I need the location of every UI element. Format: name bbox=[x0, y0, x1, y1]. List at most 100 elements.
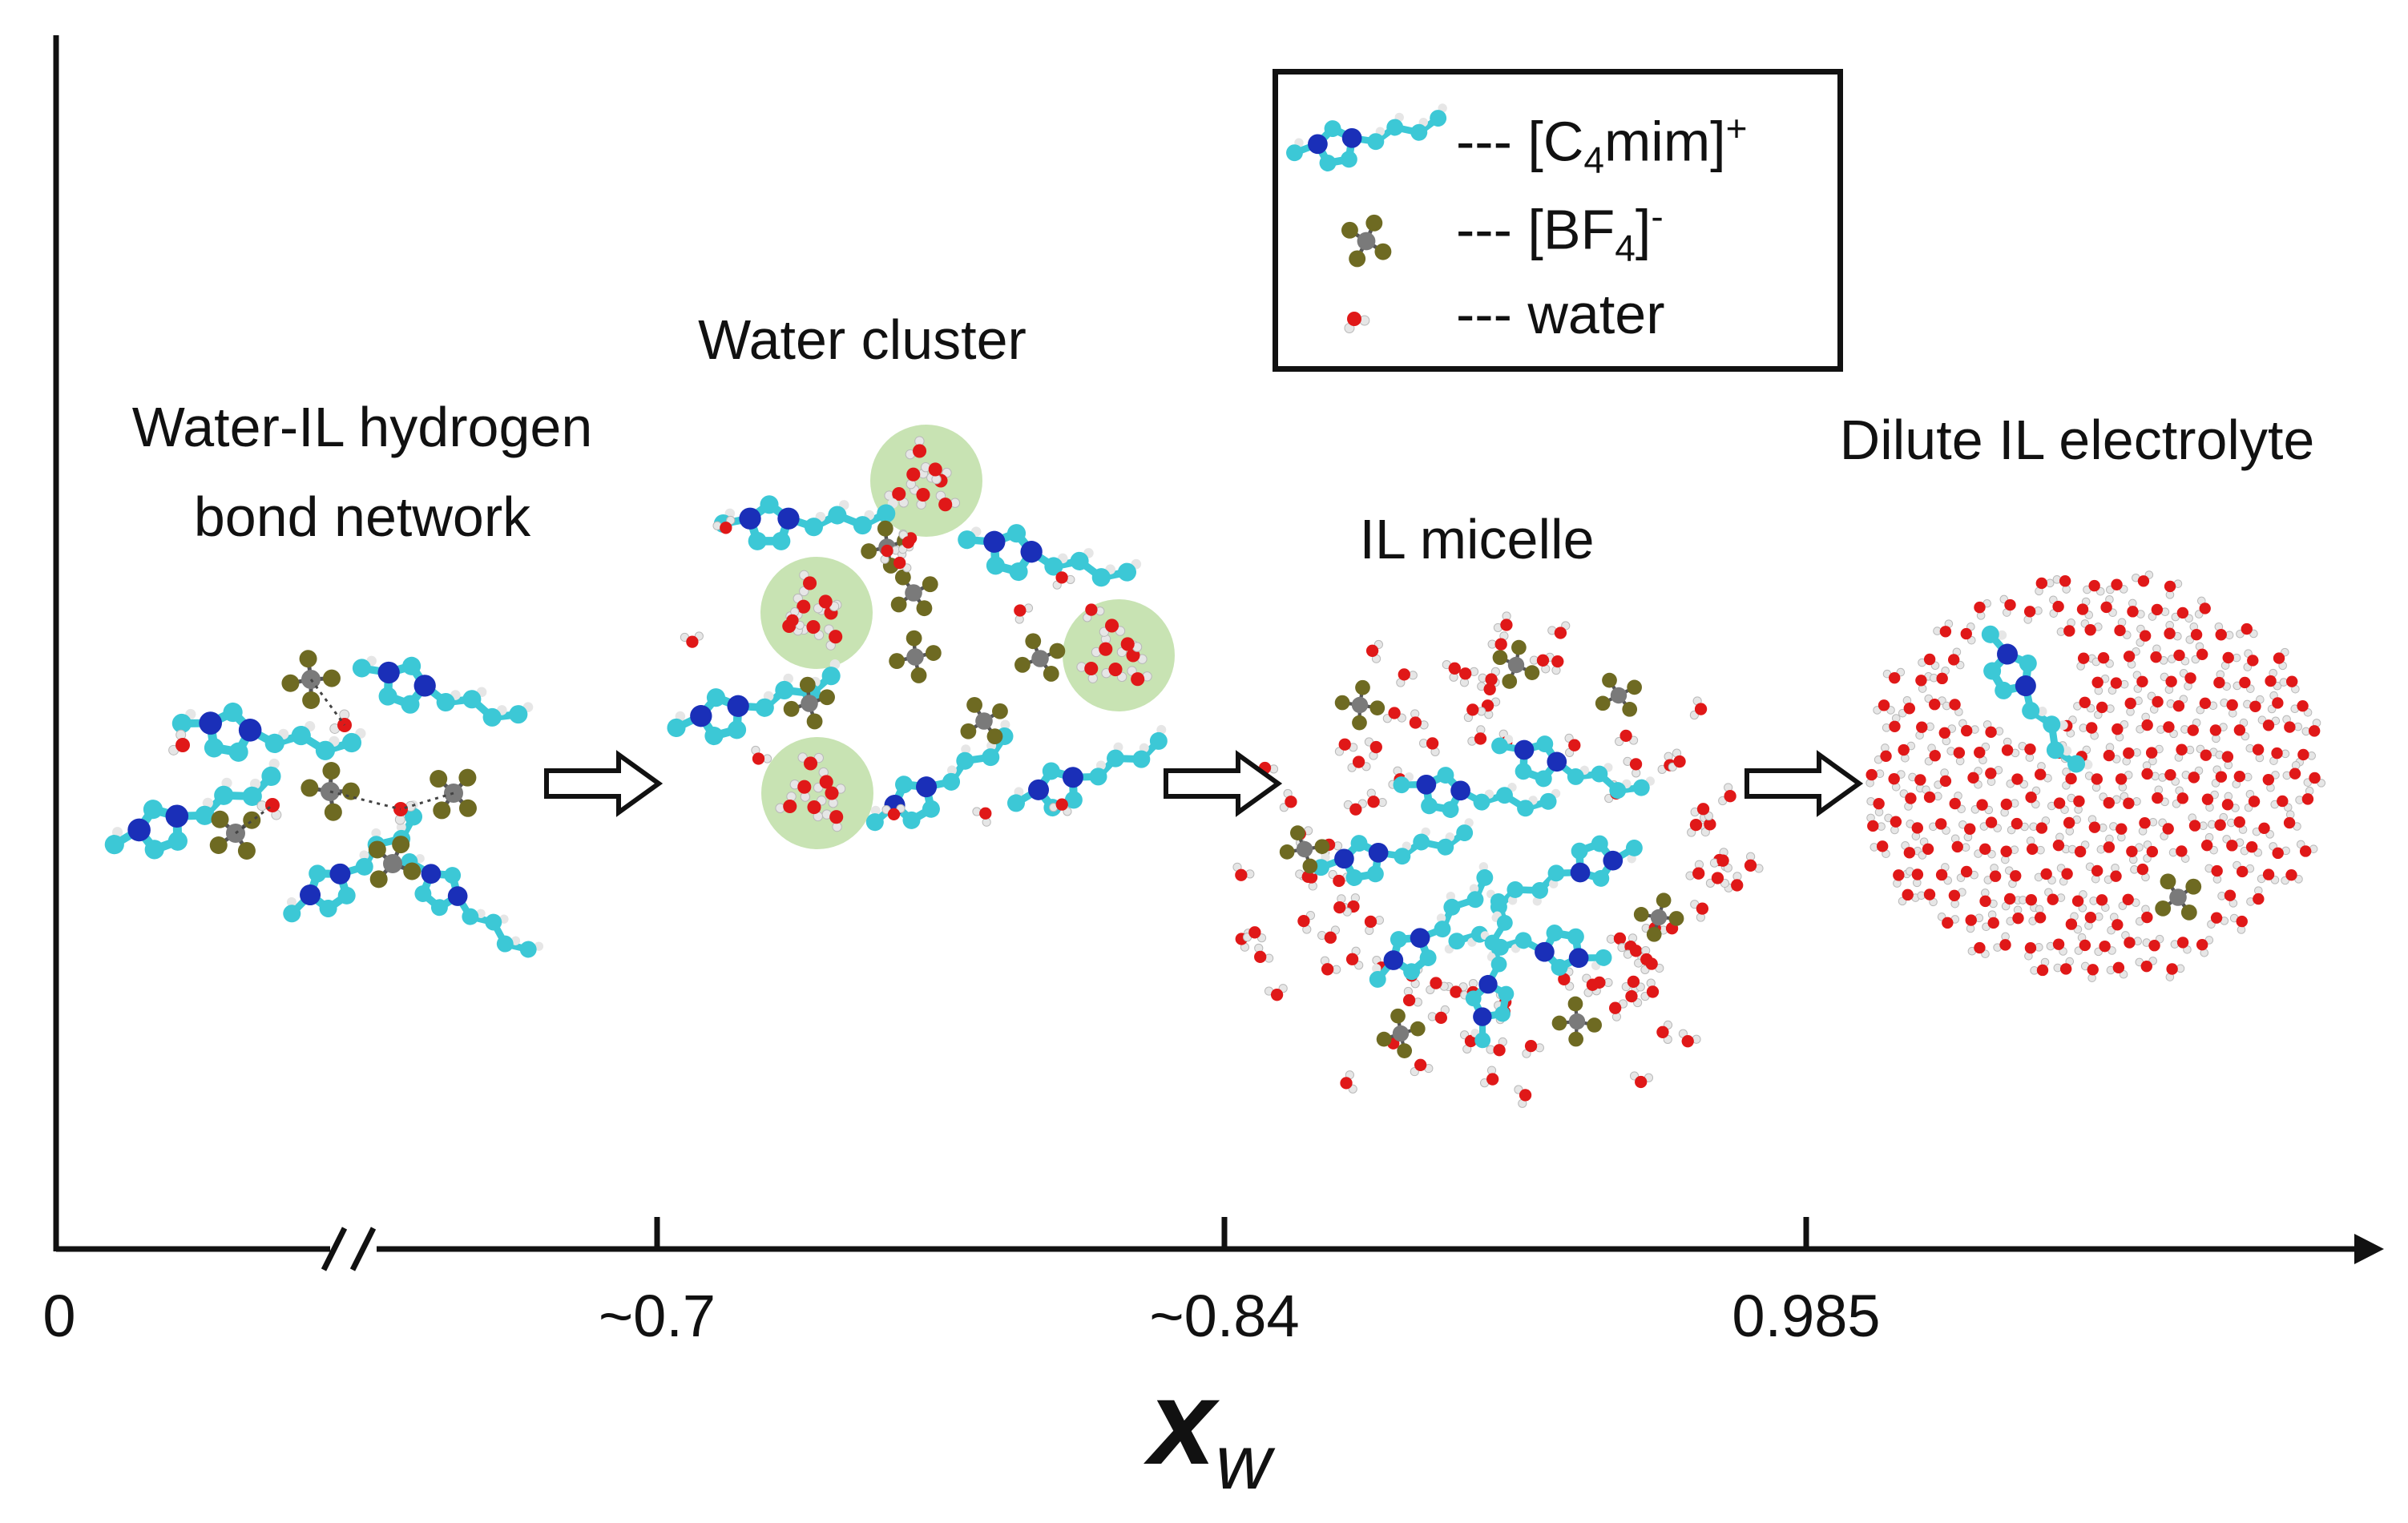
water-molecule bbox=[2257, 715, 2281, 731]
carbon-atom bbox=[1064, 791, 1083, 809]
water-molecule bbox=[2209, 723, 2228, 743]
water-molecule bbox=[2303, 772, 2326, 788]
oxygen-atom bbox=[2115, 773, 2128, 785]
oxygen-atom bbox=[2215, 629, 2227, 641]
water-molecule bbox=[2056, 864, 2073, 886]
fluorine-atom bbox=[986, 728, 1003, 745]
oxygen-atom bbox=[1285, 796, 1297, 808]
water-molecule bbox=[1709, 854, 1732, 872]
water-molecule bbox=[2180, 718, 2201, 736]
hydrogen-atom bbox=[371, 828, 381, 838]
axis-symbol-subscript: w bbox=[1216, 1420, 1272, 1505]
oxygen-atom bbox=[1519, 1089, 1532, 1102]
water-molecule bbox=[2094, 940, 2116, 957]
axis-break-mark-1 bbox=[321, 1227, 348, 1271]
oxygen-atom bbox=[1949, 797, 1961, 810]
water-molecule bbox=[1908, 772, 1926, 793]
hydrogen-atom bbox=[1372, 964, 1381, 973]
carbon-atom bbox=[1539, 792, 1557, 810]
oxygen-atom bbox=[2176, 937, 2189, 949]
fluorine-atom bbox=[1369, 700, 1386, 716]
water-molecule bbox=[2243, 649, 2259, 671]
water-molecule bbox=[2188, 813, 2208, 832]
oxygen-atom bbox=[2188, 820, 2201, 832]
boron-atom bbox=[383, 854, 402, 873]
carbon-atom bbox=[1421, 797, 1438, 815]
oxygen-atom bbox=[797, 599, 811, 614]
water-molecule bbox=[2006, 773, 2029, 789]
water-molecule bbox=[2034, 868, 2056, 885]
carbon-atom bbox=[405, 808, 423, 826]
oxygen-atom bbox=[2221, 799, 2234, 811]
oxygen-atom bbox=[2136, 863, 2149, 876]
water-molecule bbox=[1884, 813, 1902, 835]
oxygen-atom bbox=[1696, 902, 1709, 915]
water-molecule bbox=[2168, 845, 2190, 863]
oxygen-atom bbox=[752, 752, 765, 765]
nitrogen-atom bbox=[1383, 950, 1404, 970]
water-molecule bbox=[2148, 603, 2170, 621]
carbon-atom bbox=[1595, 949, 1612, 966]
water-molecule bbox=[2269, 747, 2290, 765]
nitrogen-atom bbox=[377, 661, 400, 684]
water-molecule bbox=[2023, 606, 2043, 624]
water-molecule bbox=[813, 767, 833, 793]
oxygen-atom bbox=[2126, 845, 2138, 857]
oxygen-atom bbox=[1364, 915, 1377, 929]
legend-icons bbox=[1286, 103, 1447, 334]
water-molecule bbox=[2053, 957, 2075, 975]
water-molecule bbox=[2156, 721, 2178, 739]
carbon-atom bbox=[1498, 985, 1515, 1002]
water-molecule bbox=[1264, 984, 1288, 1001]
water-molecule bbox=[1052, 571, 1075, 590]
water-molecule bbox=[2204, 864, 2223, 884]
hydrogen-atom bbox=[961, 744, 971, 755]
fluorine-atom bbox=[369, 870, 388, 888]
fluorine-atom bbox=[1668, 911, 1684, 926]
hydrogen-atom bbox=[946, 765, 957, 776]
hydrogen-atom bbox=[202, 797, 213, 808]
legend-cation-mid: mim] bbox=[1603, 110, 1726, 173]
water-molecule bbox=[789, 780, 812, 802]
water-molecule bbox=[2106, 578, 2128, 594]
water-molecule bbox=[2121, 931, 2143, 949]
water-molecule bbox=[1678, 1029, 1701, 1048]
carbon-atom bbox=[1496, 787, 1513, 804]
boron-atom bbox=[1351, 696, 1369, 714]
water-molecule bbox=[2158, 768, 2180, 786]
c4mim-cation bbox=[1369, 862, 1494, 988]
water-molecule bbox=[1514, 1085, 1532, 1108]
water-molecule bbox=[1970, 799, 1994, 815]
bf4-anion bbox=[889, 630, 942, 683]
water-molecule bbox=[1937, 913, 1960, 929]
hydrogen-bond bbox=[400, 792, 454, 811]
c4mim-cation bbox=[1491, 735, 1656, 799]
water-molecule bbox=[1634, 945, 1653, 968]
oxygen-atom bbox=[1270, 989, 1284, 1001]
carbon-atom bbox=[482, 707, 502, 727]
carbon-atom bbox=[1609, 782, 1627, 799]
c4mim-cation bbox=[1981, 625, 2093, 773]
water-molecule bbox=[1873, 699, 1895, 715]
c4mim-cation bbox=[1006, 724, 1168, 817]
hydrogen-bond bbox=[329, 790, 401, 811]
water-molecule bbox=[1486, 1037, 1507, 1057]
nitrogen-atom bbox=[1547, 751, 1567, 772]
oxygen-atom bbox=[1987, 917, 1999, 929]
water-molecule bbox=[2000, 798, 2019, 817]
oxygen-atom bbox=[1967, 772, 1979, 784]
oxygen-atom bbox=[2285, 675, 2298, 687]
fluorine-atom bbox=[1568, 1031, 1584, 1047]
oxygen-atom bbox=[2213, 676, 2225, 689]
carbon-atom bbox=[2022, 702, 2040, 720]
fluorine-atom bbox=[1410, 1021, 1426, 1037]
oxygen-atom bbox=[2152, 695, 2164, 708]
water-molecule bbox=[775, 792, 797, 814]
oxygen-atom bbox=[2165, 675, 2177, 687]
water-molecule bbox=[2282, 761, 2301, 780]
water-molecule bbox=[1254, 943, 1274, 964]
water-molecule bbox=[1985, 765, 2003, 786]
water-molecule bbox=[2024, 941, 2043, 961]
carbon-atom bbox=[1591, 835, 1608, 852]
bf4-anion bbox=[1279, 825, 1330, 874]
